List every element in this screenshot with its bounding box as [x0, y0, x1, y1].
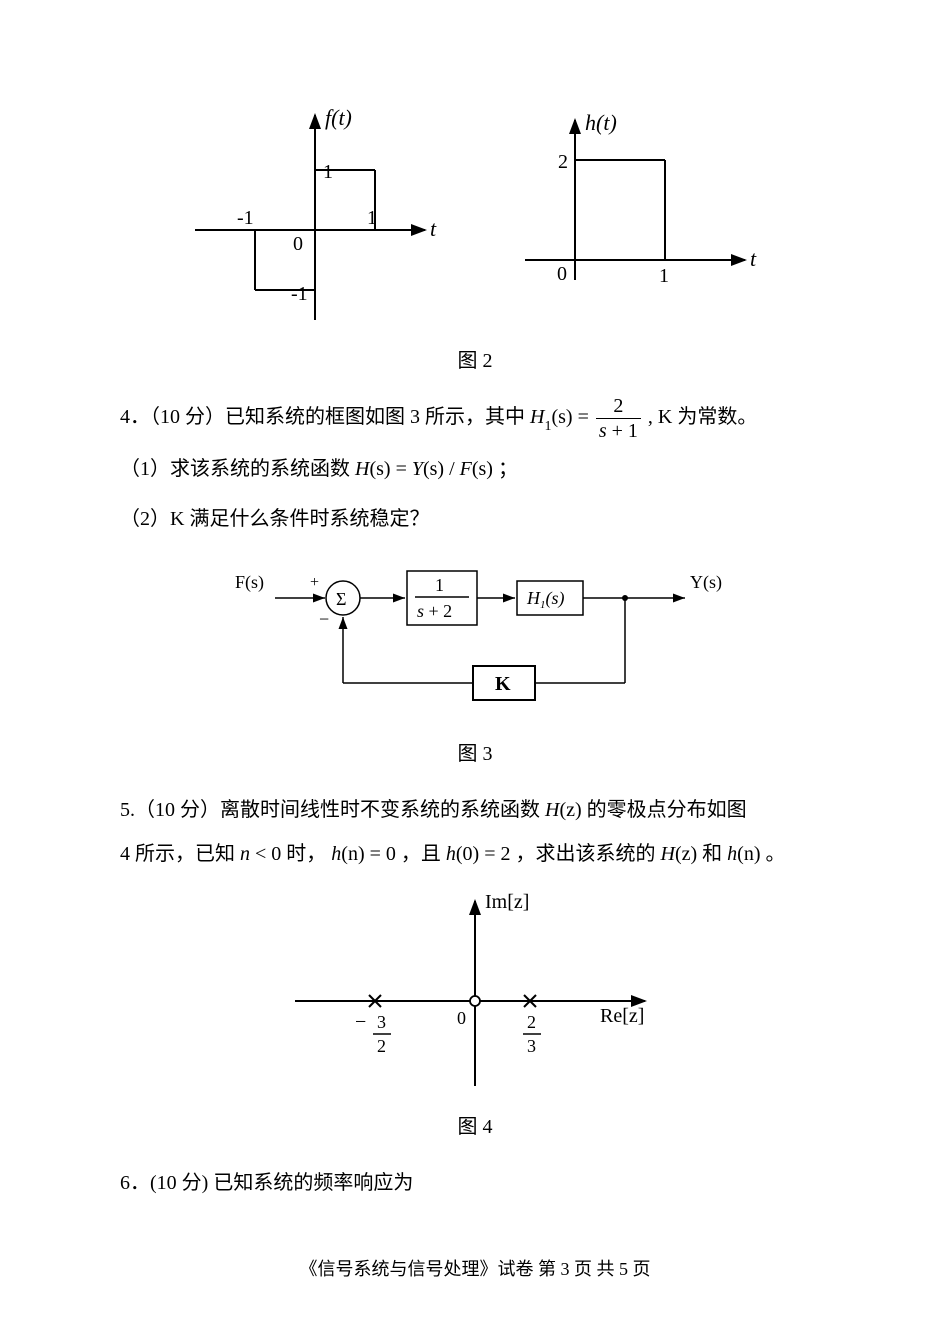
svg-text:1: 1 — [435, 575, 444, 595]
q5-period: 。 — [765, 843, 785, 865]
svg-text:Re[z]: Re[z] — [600, 1005, 644, 1027]
svg-text:1: 1 — [659, 265, 669, 287]
svg-text:2: 2 — [558, 151, 568, 173]
q4-H1-sub: 1 — [544, 419, 551, 434]
q5-comma2: ，求出该系统的 — [516, 843, 661, 865]
q4-Hs-s3: (s) — [472, 458, 493, 480]
q5-Hz-z: (z) — [559, 799, 581, 821]
q4-Hs-H: H — [355, 458, 369, 480]
q5-lt0: < 0 — [250, 843, 281, 865]
q5-h0-h: h — [446, 843, 456, 865]
q5-comma1: ，且 — [401, 843, 446, 865]
q5-hn-n: (n) — [341, 843, 364, 865]
svg-text:Σ: Σ — [336, 589, 346, 609]
q5-and: 和 — [702, 843, 727, 865]
svg-text:2: 2 — [527, 1012, 536, 1032]
q5-shi: 时， — [286, 843, 326, 865]
q4-s-arg: (s) — [551, 406, 572, 428]
q5-eq2: = 2 — [479, 843, 510, 865]
question-4: 4．（10 分）已知系统的框图如图 3 所示，其中 H1(s) = 2 s + … — [120, 395, 830, 541]
plot-h-of-t: h(t) 2 0 1 t — [505, 100, 765, 330]
figure-2-plots: f(t) 1 -1 0 1 t -1 h(t) 2 0 — [120, 100, 830, 330]
q4-Hs-s: (s) — [369, 458, 390, 480]
q5-Hz-H2: H — [661, 843, 675, 865]
q6-text: 6．(10 分) 已知系统的频率响应为 — [120, 1161, 830, 1205]
figure-2-caption: 图 2 — [120, 344, 830, 373]
q4-Hs-eq: = — [396, 458, 412, 480]
question-5: 5.（10 分）离散时间线性时不变系统的系统函数 H(z) 的零极点分布如图 4… — [120, 788, 830, 876]
svg-text:−: − — [355, 1011, 366, 1033]
q4-Hs-div: / — [449, 458, 460, 480]
svg-text:0: 0 — [293, 233, 303, 255]
q4-frac-den: s + 1 — [596, 419, 641, 441]
q4-Hs-s2: (s) — [423, 458, 444, 480]
svg-text:H1(s): H1(s) — [526, 588, 565, 611]
q5-Hz-z2: (z) — [675, 843, 697, 865]
q4-semi: ； — [498, 458, 518, 480]
svg-text:3: 3 — [377, 1012, 386, 1032]
svg-text:h(t): h(t) — [585, 110, 617, 135]
q4-frac-num: 2 — [596, 396, 641, 419]
svg-text:f(t): f(t) — [325, 105, 352, 130]
q5-line2a: 4 所示，已知 — [120, 843, 240, 865]
svg-text:0: 0 — [457, 1008, 466, 1028]
q5-h0-0: (0) — [456, 843, 479, 865]
plot-f-of-t: f(t) 1 -1 0 1 t -1 — [185, 100, 445, 330]
svg-text:+: + — [310, 574, 319, 591]
svg-text:2: 2 — [377, 1036, 386, 1056]
svg-text:Y(s): Y(s) — [690, 572, 722, 593]
svg-text:-1: -1 — [237, 207, 254, 229]
svg-text:F(s): F(s) — [235, 572, 264, 593]
svg-text:-1: -1 — [291, 283, 308, 305]
q4-eq: = — [578, 406, 594, 428]
svg-text:1: 1 — [367, 207, 377, 229]
svg-text:Im[z]: Im[z] — [485, 891, 529, 913]
q4-sub2: （2）K 满足什么条件时系统稳定？ — [120, 497, 830, 541]
svg-text:s + 2: s + 2 — [417, 601, 452, 621]
figure-3-caption: 图 3 — [120, 737, 830, 766]
q4-suffix: , K 为常数。 — [648, 406, 757, 428]
q5-hn-h: h — [331, 843, 341, 865]
svg-text:1: 1 — [323, 161, 333, 183]
figure-4-pzplot: Im[z] Re[z] − 3 2 0 — [120, 886, 830, 1096]
q4-H1: H — [530, 406, 544, 428]
q5-eq0: = 0 — [365, 843, 396, 865]
page-footer: 《信号系统与信号处理》试卷 第 3 页 共 5 页 — [120, 1255, 830, 1281]
q5-line1a: 5.（10 分）离散时间线性时不变系统的系统函数 — [120, 799, 545, 821]
svg-text:t: t — [430, 216, 437, 241]
svg-text:0: 0 — [557, 263, 567, 285]
figure-4-caption: 图 4 — [120, 1110, 830, 1139]
svg-text:K: K — [495, 673, 511, 695]
q5-line1b: 的零极点分布如图 — [587, 799, 747, 821]
figure-3-block-diagram: F(s) + Σ − 1 s + 2 H1(s) — [120, 553, 830, 723]
q4-sub1-text: （1）求该系统的系统函数 — [120, 458, 355, 480]
q4-Hs-Y: Y — [412, 458, 423, 480]
q5-Hz-H: H — [545, 799, 559, 821]
q5-hn-h2: h — [727, 843, 737, 865]
question-6: 6．(10 分) 已知系统的频率响应为 — [120, 1161, 830, 1205]
q4-Hs-F: F — [460, 458, 472, 480]
q5-hn-n2: (n) — [737, 843, 760, 865]
svg-text:−: − — [319, 609, 329, 629]
svg-text:3: 3 — [527, 1036, 536, 1056]
q4-prefix: 4．（10 分）已知系统的框图如图 3 所示，其中 — [120, 406, 530, 428]
svg-text:t: t — [750, 246, 757, 271]
q4-fraction: 2 s + 1 — [594, 396, 643, 441]
q5-n: n — [240, 843, 250, 865]
